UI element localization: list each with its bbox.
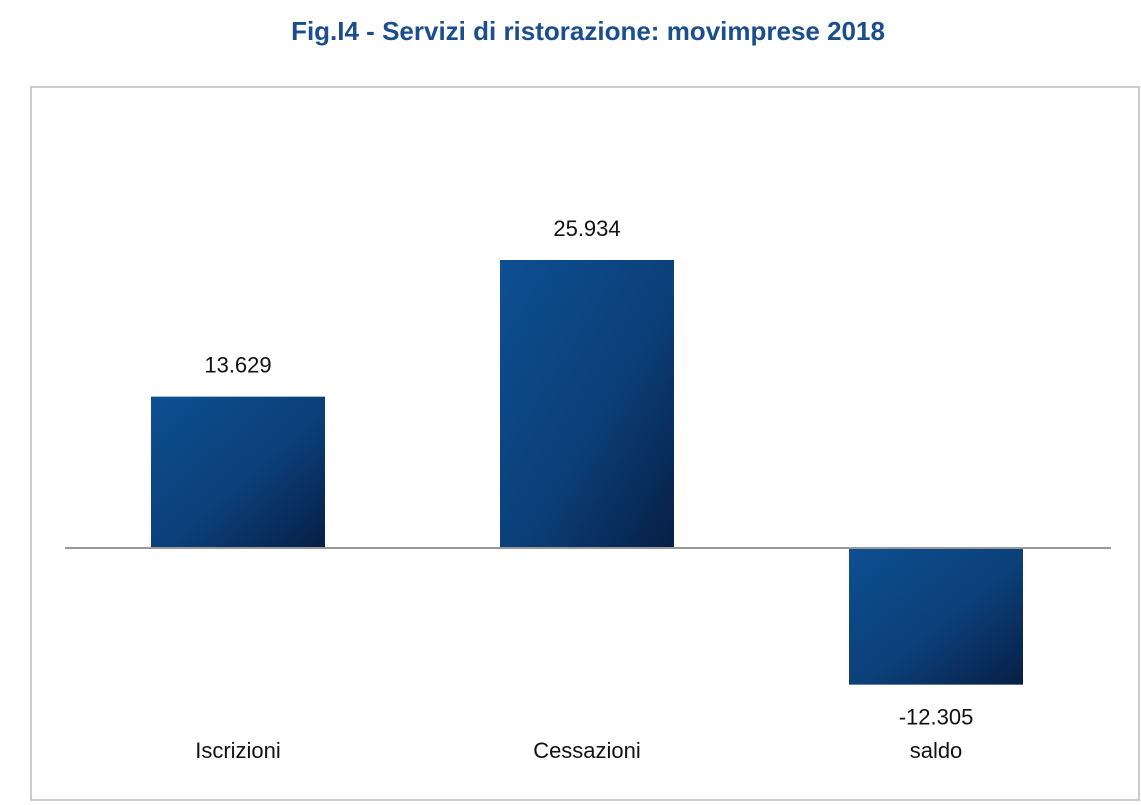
x-tick-label: Cessazioni bbox=[533, 738, 641, 763]
plot-frame bbox=[30, 86, 1140, 801]
chart-title: Fig.I4 - Servizi di ristorazione: movimp… bbox=[291, 16, 885, 46]
bar bbox=[849, 548, 1023, 685]
bar bbox=[500, 260, 674, 548]
value-label: 25.934 bbox=[553, 216, 620, 241]
value-label: 13.629 bbox=[204, 352, 271, 377]
bar bbox=[151, 396, 325, 548]
x-tick-label: saldo bbox=[910, 738, 963, 763]
value-label: -12.305 bbox=[899, 704, 974, 729]
x-tick-label: Iscrizioni bbox=[195, 738, 281, 763]
